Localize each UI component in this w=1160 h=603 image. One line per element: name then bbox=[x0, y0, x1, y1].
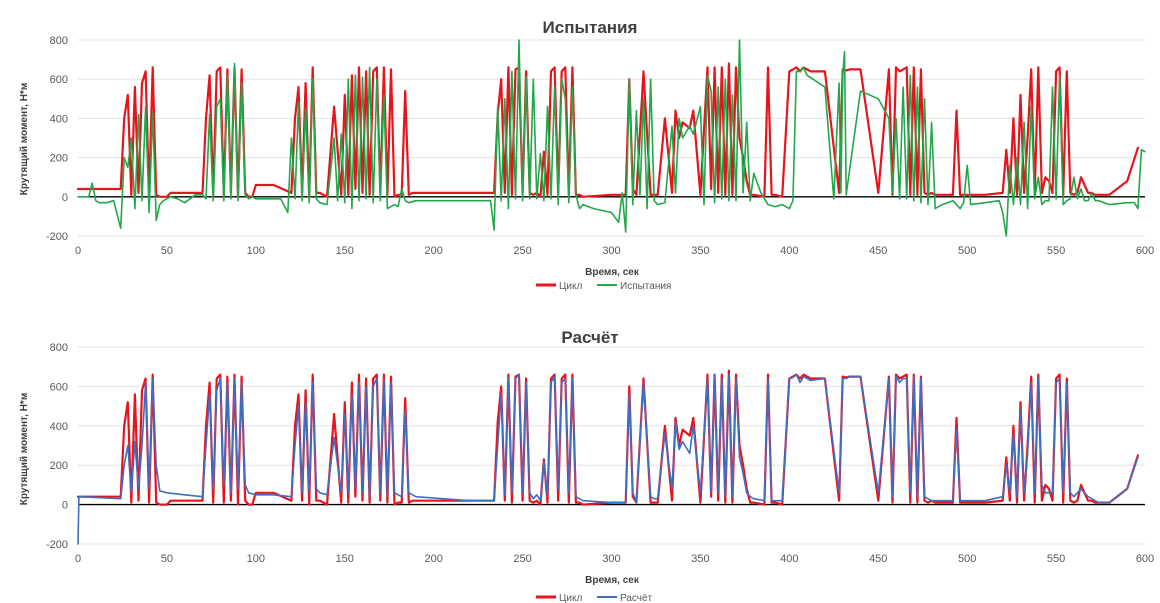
y-tick-label: 400 bbox=[50, 421, 68, 433]
x-axis-ticks: 0 50 100 150 200 250 300 350 400 450 500 550 600 bbox=[75, 553, 1154, 565]
x-axis-label: Время, сек bbox=[585, 267, 640, 278]
x-tick-label: 600 bbox=[1136, 553, 1154, 565]
y-tick-label: -200 bbox=[46, 539, 68, 551]
y-tick-label: 600 bbox=[50, 381, 68, 393]
series-layer bbox=[76, 39, 1146, 237]
y-tick-label: 800 bbox=[50, 342, 68, 354]
series-layer bbox=[76, 369, 1139, 545]
x-tick-label: 400 bbox=[780, 553, 798, 565]
x-tick-label: 200 bbox=[424, 553, 442, 565]
series-line-1 bbox=[77, 373, 1139, 545]
x-tick-label: 450 bbox=[869, 245, 887, 257]
legend: Цикл Испытания bbox=[536, 281, 671, 292]
legend: Цикл Расчёт bbox=[536, 593, 653, 603]
x-tick-label: 0 bbox=[75, 553, 81, 565]
chart-grid bbox=[78, 39, 1145, 237]
chart-title: Испытания bbox=[543, 18, 638, 37]
x-tick-label: 250 bbox=[513, 553, 531, 565]
legend-label-calc: Расчёт bbox=[620, 593, 653, 603]
y-axis-label: Крутящий момент, Н*м bbox=[19, 393, 30, 505]
x-tick-label: 200 bbox=[424, 245, 442, 257]
legend-label-cycle: Цикл bbox=[559, 281, 582, 292]
x-tick-label: 500 bbox=[958, 245, 976, 257]
y-tick-label: 0 bbox=[62, 500, 68, 512]
y-axis-ticks: 800 600 400 200 0 -200 bbox=[46, 35, 68, 243]
x-tick-label: 100 bbox=[247, 245, 265, 257]
legend-label-test: Испытания bbox=[620, 281, 671, 292]
chart-grid bbox=[78, 346, 1145, 545]
legend-label-cycle: Цикл bbox=[559, 593, 582, 603]
x-tick-label: 300 bbox=[602, 553, 620, 565]
chart-title: Расчёт bbox=[561, 328, 618, 347]
y-tick-label: 400 bbox=[50, 113, 68, 125]
y-tick-label: 600 bbox=[50, 74, 68, 86]
x-tick-label: 550 bbox=[1047, 245, 1065, 257]
x-tick-label: 350 bbox=[691, 553, 709, 565]
y-tick-label: 0 bbox=[62, 192, 68, 204]
x-tick-label: 300 bbox=[602, 245, 620, 257]
x-axis-label: Время, сек bbox=[585, 575, 640, 586]
chart-raschet: Расчёт 800 600 400 200 0 -200 0 50 100 150 200 250… bbox=[19, 328, 1154, 603]
x-tick-label: 550 bbox=[1047, 553, 1065, 565]
x-tick-label: 450 bbox=[869, 553, 887, 565]
x-tick-label: 150 bbox=[336, 245, 354, 257]
x-tick-label: 50 bbox=[161, 245, 173, 257]
series-line-1 bbox=[77, 39, 1146, 237]
x-tick-label: 600 bbox=[1136, 245, 1154, 257]
x-tick-label: 50 bbox=[161, 553, 173, 565]
x-tick-label: 500 bbox=[958, 553, 976, 565]
x-tick-label: 250 bbox=[513, 245, 531, 257]
x-axis-ticks: 0 50 100 150 200 250 300 350 400 450 500 550 600 bbox=[75, 245, 1154, 257]
x-tick-label: 400 bbox=[780, 245, 798, 257]
y-tick-label: 200 bbox=[50, 460, 68, 472]
x-tick-label: 100 bbox=[247, 553, 265, 565]
y-tick-label: 800 bbox=[50, 35, 68, 47]
y-tick-label: 200 bbox=[50, 153, 68, 165]
x-tick-label: 150 bbox=[336, 553, 354, 565]
x-tick-label: 0 bbox=[75, 245, 81, 257]
x-tick-label: 350 bbox=[691, 245, 709, 257]
y-tick-label: -200 bbox=[46, 231, 68, 243]
y-axis-ticks: 800 600 400 200 0 -200 bbox=[46, 342, 68, 551]
chart-ispytaniya: Испытания 800 600 400 200 0 -200 0 50 100 150 200… bbox=[19, 18, 1154, 292]
y-axis-label: Крутящий момент, Н*м bbox=[19, 83, 30, 195]
